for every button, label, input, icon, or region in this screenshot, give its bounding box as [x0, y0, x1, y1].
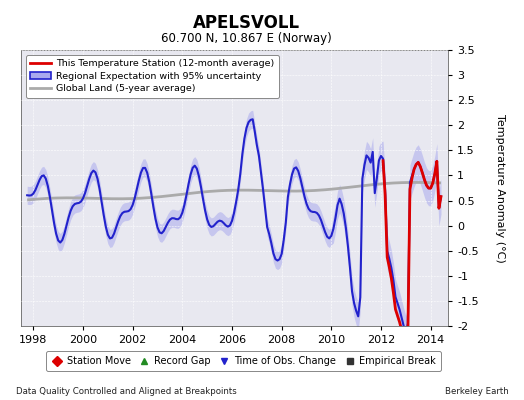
Text: Data Quality Controlled and Aligned at Breakpoints: Data Quality Controlled and Aligned at B…	[16, 387, 236, 396]
Y-axis label: Temperature Anomaly (°C): Temperature Anomaly (°C)	[495, 114, 505, 262]
Legend: Station Move, Record Gap, Time of Obs. Change, Empirical Break: Station Move, Record Gap, Time of Obs. C…	[47, 351, 441, 371]
Legend: This Temperature Station (12-month average), Regional Expectation with 95% uncer: This Temperature Station (12-month avera…	[26, 55, 279, 98]
Text: Berkeley Earth: Berkeley Earth	[444, 387, 508, 396]
Text: 60.700 N, 10.867 E (Norway): 60.700 N, 10.867 E (Norway)	[161, 32, 332, 45]
Text: APELSVOLL: APELSVOLL	[193, 14, 300, 32]
